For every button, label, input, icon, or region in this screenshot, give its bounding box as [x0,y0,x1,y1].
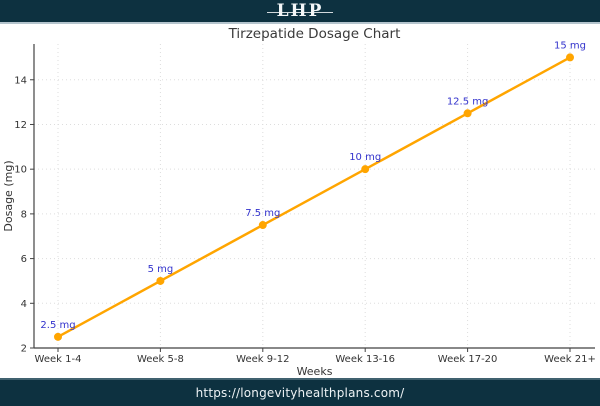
y-tick-label: 14 [14,75,27,86]
y-tick-label: 10 [14,165,27,176]
data-point [361,165,370,174]
data-point-label: 12.5 mg [447,96,489,107]
data-point [463,109,472,118]
data-point [566,53,574,62]
dosage-line [56,56,572,339]
y-tick-label: 6 [21,254,27,265]
y-tick-label: 2 [21,344,27,355]
y-tick-label: 4 [21,299,27,310]
y-tick-label: 8 [21,209,27,220]
data-point [258,221,267,230]
chart-area: Week 1-4 Week 5-8 Week 9-12 Week 13-16 Week … [0,24,600,378]
logo-strike-line [266,11,334,13]
dosage-line-chart: Week 1-4 Week 5-8 Week 9-12 Week 13-16 Week … [2,26,596,378]
data-point-label: 2.5 mg [40,320,75,331]
x-axis-title: Weeks [297,365,333,378]
chart-title: Tirzepatide Dosage Chart [228,26,401,42]
header-bar: LHP [0,0,600,24]
data-point-label: 7.5 mg [245,208,280,219]
y-axis-title: Dosage (mg) [2,160,15,231]
lhp-logo-text: LHP [276,0,324,21]
footer-url-link[interactable]: https://longevityhealthplans.com/ [195,386,405,400]
y-tick-label: 12 [14,120,27,131]
footer-bar: https://longevityhealthplans.com/ [0,378,600,406]
data-point [54,332,62,341]
data-point-label: 10 mg [349,152,381,163]
data-point-label: 15 mg [554,40,586,51]
x-tick-label: Week 5-8 [137,354,184,365]
data-point-label: 5 mg [148,264,174,275]
x-tick-label: Week 1-4 [35,354,82,365]
data-point [156,276,165,285]
x-tick-label: Week 9-12 [236,354,289,365]
x-tick-label: Week 17-20 [438,354,498,365]
x-tick-label: Week 13-16 [335,354,395,365]
lhp-logo: LHP [266,0,334,21]
x-tick-label: Week 21+ [544,354,596,365]
